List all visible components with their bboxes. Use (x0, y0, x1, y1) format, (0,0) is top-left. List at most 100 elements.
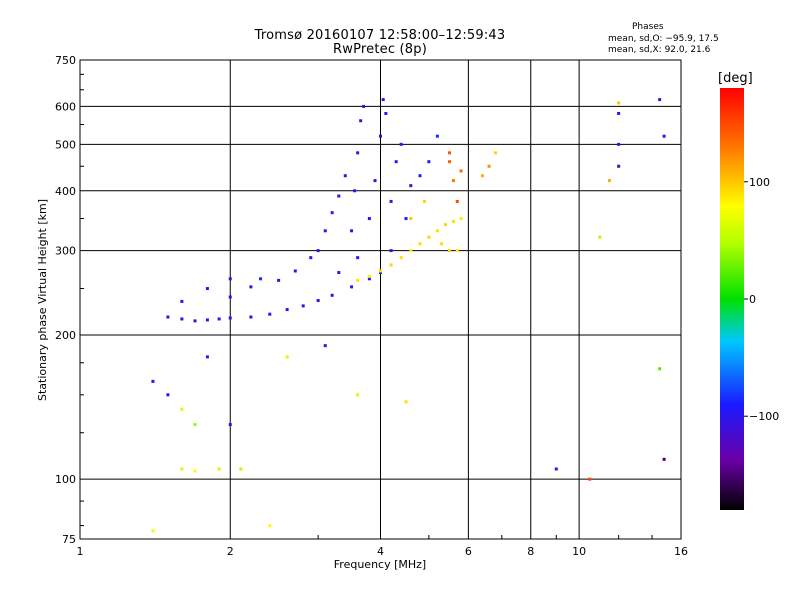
data-point (418, 242, 422, 246)
data-point (459, 217, 463, 221)
y-tick-label: 500 (55, 138, 76, 151)
data-point (166, 393, 170, 397)
data-point (554, 467, 558, 471)
phase-stats-o: mean, sd,O: −95.9, 17.5 (608, 34, 719, 44)
data-point (285, 355, 289, 359)
data-point (480, 174, 484, 178)
y-tick-label: 400 (55, 185, 76, 198)
data-point (440, 242, 444, 246)
data-point (205, 355, 209, 359)
y-tick-label: 100 (55, 473, 76, 486)
data-point (228, 277, 232, 281)
data-point (448, 160, 452, 164)
colorbar (720, 88, 744, 510)
x-tick-label: 16 (674, 545, 688, 558)
data-point (427, 160, 431, 164)
data-point (217, 467, 221, 471)
data-point (330, 293, 334, 297)
data-point (323, 229, 327, 233)
colorbar-ticks: 100 0 −100 (744, 176, 779, 423)
data-point (293, 269, 297, 273)
data-point (180, 467, 184, 471)
data-point (350, 229, 354, 233)
data-point (617, 142, 621, 146)
data-point (418, 174, 422, 178)
data-point (409, 217, 413, 221)
data-point (617, 101, 621, 105)
x-tick-label: 6 (465, 545, 472, 558)
data-point (448, 249, 452, 253)
data-point (356, 393, 360, 397)
data-point (301, 304, 305, 308)
data-point (379, 269, 382, 273)
phase-stats-heading: Phases (632, 22, 664, 32)
scatter-points (151, 98, 666, 533)
data-point (435, 134, 439, 138)
data-point (494, 151, 498, 155)
data-point (309, 256, 313, 260)
data-point (381, 98, 385, 102)
data-point (373, 179, 377, 183)
data-point (451, 220, 455, 224)
data-point (239, 467, 243, 471)
data-point (658, 98, 662, 102)
data-point (249, 315, 253, 319)
data-point (180, 299, 184, 303)
x-tick-label: 8 (527, 545, 534, 558)
data-point (399, 142, 403, 146)
grid-lines (80, 60, 681, 539)
data-point (598, 235, 602, 239)
data-point (455, 249, 459, 253)
data-point (409, 249, 413, 253)
y-axis-label: Stationary phase Virtual Height [km] (36, 199, 49, 401)
data-point (362, 104, 366, 108)
data-point (268, 524, 272, 528)
data-point (448, 151, 452, 155)
data-point (455, 199, 459, 203)
data-point (367, 277, 371, 281)
data-point (228, 295, 232, 299)
chart-title: Tromsø 20160107 12:58:00–12:59:43 (254, 28, 506, 43)
data-point (451, 179, 455, 183)
data-point (193, 319, 197, 323)
data-point (228, 316, 232, 320)
data-point (389, 249, 393, 253)
data-point (353, 189, 357, 193)
axis-ticks: 1 2 4 6 8 10 16 75 100 200 300 400 500 600 750 (55, 54, 688, 558)
data-point (259, 277, 263, 281)
data-point (330, 211, 334, 215)
data-point (389, 199, 393, 203)
data-point (180, 317, 184, 321)
data-point (316, 299, 320, 303)
data-point (228, 423, 232, 427)
data-point (662, 134, 666, 138)
data-point (379, 134, 382, 138)
data-point (151, 529, 155, 533)
data-point (399, 256, 403, 260)
data-point (316, 249, 320, 253)
data-point (658, 367, 662, 371)
x-axis-label: Frequency [MHz] (334, 558, 426, 571)
data-point (285, 308, 289, 312)
data-point (409, 184, 413, 188)
data-point (166, 315, 170, 319)
data-point (205, 287, 209, 291)
data-point (588, 477, 592, 481)
data-point (607, 179, 611, 183)
data-point (389, 263, 393, 267)
data-point (367, 274, 371, 278)
data-point (459, 169, 463, 173)
phase-stats-x: mean, sd,X: 92.0, 21.6 (608, 45, 711, 55)
data-point (662, 457, 666, 461)
colorbar-tick-label: −100 (749, 410, 779, 423)
data-point (394, 160, 398, 164)
data-point (384, 111, 388, 115)
data-point (277, 278, 281, 282)
x-tick-label: 2 (227, 545, 234, 558)
data-point (356, 151, 360, 155)
data-point (205, 318, 209, 322)
data-point (422, 199, 426, 203)
data-point (617, 164, 621, 168)
data-point (367, 217, 371, 221)
